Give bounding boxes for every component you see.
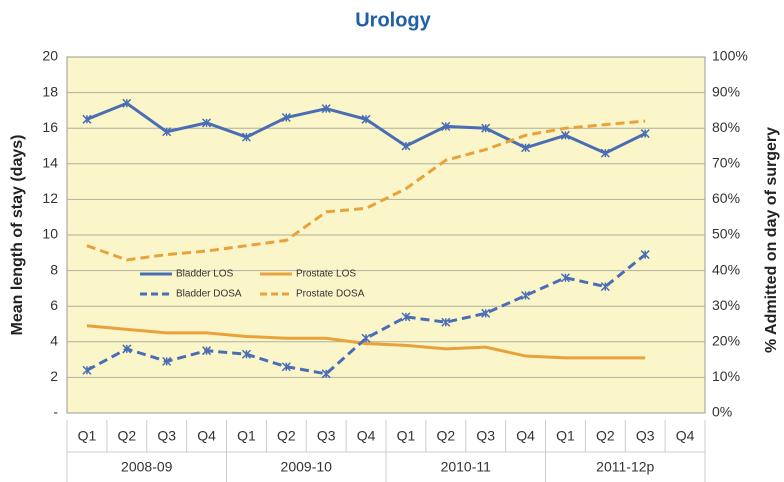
x-tick-label: Q4 [197, 428, 216, 444]
y-axis-label: Mean length of stay (days) [9, 135, 26, 336]
marker [241, 132, 251, 142]
x-tick-label: Q4 [516, 428, 535, 444]
marker [321, 104, 331, 114]
legend-label: Bladder DOSA [176, 289, 242, 300]
group-label: 2010-11 [441, 459, 492, 475]
series-line [86, 119, 646, 262]
x-tick-label: Q2 [277, 428, 296, 444]
marker [481, 123, 491, 133]
marker [640, 129, 650, 139]
y-tick-label: 20 [42, 48, 58, 64]
marker [281, 362, 291, 372]
group-label: 2011-12p [596, 459, 654, 475]
marker [521, 290, 531, 301]
legend-label: Bladder LOS [176, 269, 234, 280]
y2-tick-label: 100% [712, 48, 748, 64]
marker [361, 114, 371, 124]
marker [401, 141, 411, 151]
x-tick-label: Q2 [596, 428, 615, 444]
chart-title: Urology [355, 9, 431, 31]
y2-axis-label: % Admitted on day of surgery [763, 127, 780, 353]
y2-tick-label: 30% [712, 297, 740, 313]
marker [640, 250, 650, 260]
marker [281, 112, 291, 123]
x-tick-label: Q3 [476, 428, 495, 444]
legend-label: Prostate DOSA [296, 289, 365, 300]
marker [162, 356, 172, 366]
marker [441, 121, 451, 131]
marker [162, 127, 172, 137]
marker [82, 365, 92, 375]
y-tick-label: 8 [50, 261, 58, 277]
marker [560, 273, 570, 283]
x-tick-label: Q1 [237, 428, 256, 444]
marker [361, 333, 371, 343]
y2-tick-label: 70% [712, 155, 740, 171]
y-tick-label: - [53, 404, 58, 420]
series-line [86, 253, 647, 376]
x-tick-label: Q1 [556, 428, 575, 444]
y2-tick-label: 90% [712, 83, 740, 99]
x-tick-label: Q1 [78, 428, 97, 444]
marker [441, 317, 451, 327]
group-label: 2008-09 [121, 459, 173, 475]
x-tick-label: Q3 [317, 428, 336, 444]
legend-label: Prostate LOS [296, 269, 356, 280]
group-label: 2009-10 [281, 459, 333, 475]
marker [481, 308, 491, 318]
y-tick-label: 2 [50, 368, 58, 384]
y-tick-label: 6 [50, 297, 58, 313]
marker [241, 349, 251, 359]
marker [560, 130, 570, 140]
y-tick-label: 16 [42, 119, 58, 135]
series-line [86, 324, 646, 360]
marker [122, 344, 132, 354]
x-tick-label: Q2 [117, 428, 136, 444]
y-tick-label: 12 [42, 190, 58, 206]
x-tick-label: Q4 [357, 428, 376, 444]
marker [401, 312, 411, 322]
marker [122, 98, 132, 108]
marker [600, 148, 610, 158]
y-tick-label: 10 [42, 226, 58, 242]
y2-tick-label: 40% [712, 261, 740, 277]
y-tick-label: 4 [50, 333, 58, 349]
x-tick-label: Q3 [157, 428, 176, 444]
x-tick-label: Q1 [397, 428, 416, 444]
marker [600, 282, 610, 292]
marker [521, 143, 531, 153]
y2-tick-label: 60% [712, 190, 740, 206]
y2-tick-label: 10% [712, 368, 740, 384]
y-tick-label: 18 [42, 83, 58, 99]
x-tick-label: Q3 [636, 428, 655, 444]
y2-tick-label: 20% [712, 333, 740, 349]
y2-tick-label: 80% [712, 119, 740, 135]
y2-tick-label: 0% [712, 404, 732, 420]
y-tick-label: 14 [42, 155, 58, 171]
marker [202, 346, 212, 356]
x-tick-label: Q4 [676, 428, 695, 444]
y2-tick-label: 50% [712, 226, 740, 242]
marker [202, 118, 212, 128]
marker [82, 114, 92, 124]
x-tick-label: Q2 [436, 428, 455, 444]
marker [321, 369, 331, 379]
